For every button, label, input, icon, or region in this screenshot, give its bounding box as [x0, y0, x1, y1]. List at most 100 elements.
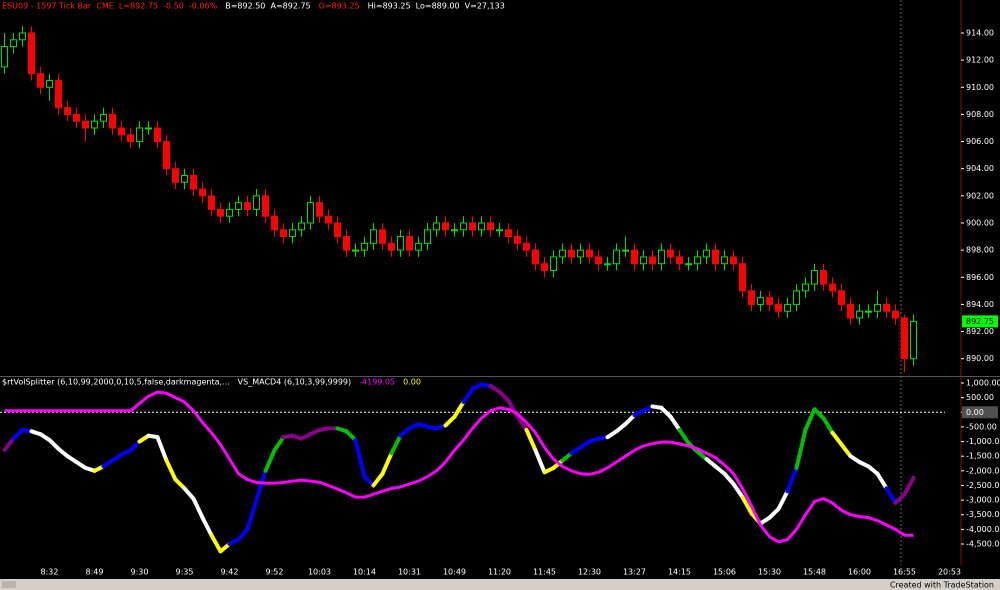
candle-body [604, 263, 611, 266]
legend-item: B=892.50 A=892.75 [225, 2, 310, 11]
candle-body [649, 256, 656, 265]
candle-body [577, 249, 584, 258]
candle-body [739, 263, 746, 292]
indicator-segment [2, 436, 16, 453]
candle-body [307, 202, 314, 224]
candle-body [325, 215, 332, 224]
candle-body [757, 297, 764, 305]
indicator-segment [803, 407, 817, 432]
zero-value-box [962, 406, 998, 419]
indicator-segment [677, 427, 691, 446]
candle-body [640, 256, 647, 265]
indicator-segment [371, 471, 385, 488]
y-tick-label: -2,500.00 [966, 481, 1000, 490]
indicator-segment [767, 506, 781, 520]
candle-body [370, 229, 377, 244]
candle-body [793, 290, 800, 305]
candle-body [316, 202, 323, 217]
candle-body [46, 79, 53, 88]
y-tick-label: 892.00 [966, 327, 994, 336]
indicator-segment [389, 433, 403, 456]
candle-body [127, 134, 134, 143]
candle-body [460, 222, 467, 231]
candle-body [865, 310, 872, 313]
scroll-button[interactable] [2, 581, 16, 588]
y-tick-label: -2,000.00 [966, 466, 1000, 475]
x-tick-label: 15:48 [803, 568, 826, 577]
indicator-segment [245, 498, 259, 532]
x-tick-label: 16:55 [893, 568, 916, 577]
y-tick-label: 1,000.00 [966, 379, 1000, 388]
x-tick-label: 10:14 [353, 568, 376, 577]
scrollbar [0, 579, 1000, 590]
candle-body [478, 222, 485, 231]
candle-body [676, 256, 683, 265]
candle-body [406, 236, 413, 251]
candle-body [37, 73, 44, 88]
indicator-segment [236, 527, 250, 542]
y-tick-label: -1,000.00 [966, 437, 1000, 446]
indicator-segment [515, 414, 529, 432]
indicator-segment [362, 474, 376, 488]
indicator-segment [659, 405, 673, 419]
y-tick-label: 912.00 [966, 56, 994, 65]
candle-body [424, 229, 431, 244]
candle-body [118, 127, 125, 136]
indicator-segment [344, 429, 358, 443]
candle-body [55, 79, 62, 109]
macd-line [4, 390, 914, 544]
x-tick-label: 15:30 [758, 568, 781, 577]
candle-body [172, 168, 179, 183]
y-tick-label: 906.00 [966, 137, 994, 146]
candle-body [109, 113, 116, 129]
legend-item: O=893.25 [319, 2, 360, 11]
y-tick-label: 500.00 [966, 393, 994, 402]
y-tick-label: 904.00 [966, 164, 994, 173]
candle-body [586, 249, 593, 258]
candle-body [496, 229, 503, 232]
x-tick-label: 9:30 [131, 568, 149, 577]
y-tick-label: -3,500.00 [966, 510, 1000, 519]
candle-body [343, 236, 350, 251]
indicator-segment [812, 407, 826, 421]
candle-body [712, 249, 719, 265]
candle-body [622, 249, 629, 252]
indicator-segment [443, 414, 457, 428]
candle-body [82, 120, 89, 129]
x-tick-label: 10:03 [308, 568, 331, 577]
candle-body [811, 269, 818, 285]
y-tick-label: -4,500.00 [966, 540, 1000, 549]
indicator-segment [623, 413, 637, 426]
indicator-segment [668, 414, 682, 432]
legend-item: $rtVolSplitter (6,10,99,2000,0,10,5,fals… [2, 378, 230, 387]
candle-body [469, 222, 476, 231]
candle-body [253, 195, 260, 210]
candle-body [163, 141, 170, 170]
legend-item: VS_MACD4 (6,10,3,99,9999) [238, 378, 351, 387]
x-tick-label: 9:35 [176, 568, 194, 577]
indicator-segment [155, 435, 169, 463]
indicator-segment [785, 465, 799, 494]
last-value-box [962, 315, 998, 328]
candle-body [397, 236, 404, 251]
legend-item: Hi=893.25 Lo=889.00 V=27,133 [368, 2, 505, 11]
candle-body [289, 229, 296, 238]
y-tick-label: 896.00 [966, 273, 994, 282]
candle-body [64, 107, 71, 115]
candle-body [820, 269, 827, 285]
candle-body [352, 249, 359, 252]
candle-body [847, 303, 854, 319]
x-tick-label: 11:20 [488, 568, 511, 577]
indicator-segment [209, 533, 223, 554]
y-tick-label: -500.00 [966, 422, 997, 431]
candle-body [199, 188, 206, 197]
candle-body [181, 174, 188, 183]
y-tick-label: 910.00 [966, 83, 994, 92]
legend-item: 0.00 [403, 378, 421, 387]
candle-body [523, 242, 530, 251]
candle-body [694, 256, 701, 265]
indicator-segment [893, 492, 907, 506]
legend-item: -4199.05 [359, 378, 395, 387]
